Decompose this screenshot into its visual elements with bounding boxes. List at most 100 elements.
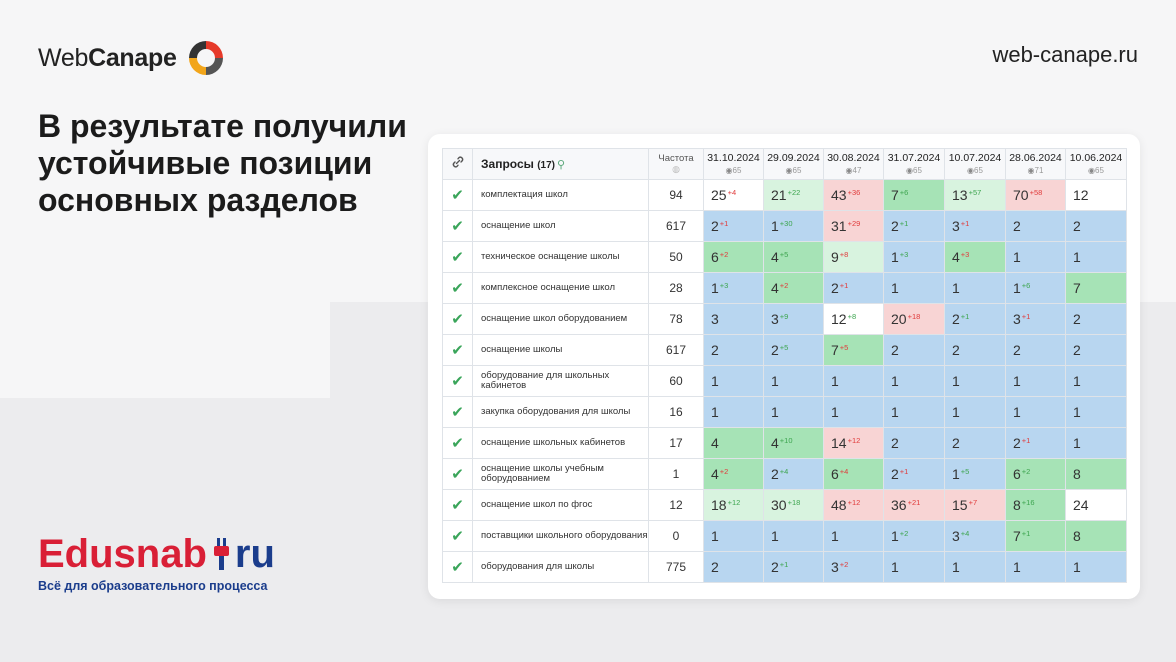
site-url[interactable]: web-canape.ru <box>992 42 1138 67</box>
position-cell[interactable]: 1+5 <box>944 458 1006 490</box>
position-cell[interactable]: 4+2 <box>763 272 824 304</box>
position-cell[interactable]: 1 <box>883 365 945 397</box>
position-cell[interactable]: 13+57 <box>944 179 1006 211</box>
query-cell[interactable]: оснащение школы учебным оборудованием <box>472 458 649 490</box>
table-row[interactable]: ✔ оборудования для школы 775 2 2+1 3+2 1 1 1 1 <box>442 551 1127 583</box>
position-cell[interactable]: 1+3 <box>883 241 945 273</box>
query-cell[interactable]: оснащение школ <box>472 210 649 242</box>
table-row[interactable]: ✔ оборудование для школьных кабинетов 60 1 1… <box>442 365 1127 397</box>
checkmark-icon[interactable]: ✔ <box>442 241 473 273</box>
query-cell[interactable]: закупка оборудования для школы <box>472 396 649 428</box>
checkmark-icon[interactable]: ✔ <box>442 520 473 552</box>
checkmark-icon[interactable]: ✔ <box>442 427 473 459</box>
position-cell[interactable]: 2 <box>944 427 1006 459</box>
position-cell[interactable]: 1 <box>703 396 764 428</box>
position-cell[interactable]: 12 <box>1065 179 1127 211</box>
position-cell[interactable]: 3+1 <box>944 210 1006 242</box>
position-cell[interactable]: 1 <box>763 396 824 428</box>
position-cell[interactable]: 48+12 <box>823 489 884 521</box>
table-row[interactable]: ✔ комплексное оснащение школ 28 1+3 4+2 2+1 1 1… <box>442 272 1127 304</box>
table-row[interactable]: ✔ комплектация школ 94 25+4 21+22 43+36 7+6 13+… <box>442 179 1127 211</box>
position-cell[interactable]: 1+2 <box>883 520 945 552</box>
position-cell[interactable]: 1+30 <box>763 210 824 242</box>
position-cell[interactable]: 2+1 <box>883 210 945 242</box>
position-cell[interactable]: 1 <box>1065 365 1127 397</box>
position-cell[interactable]: 20+18 <box>883 303 945 335</box>
position-cell[interactable]: 3+4 <box>944 520 1006 552</box>
position-cell[interactable]: 4+3 <box>944 241 1006 273</box>
position-cell[interactable]: 4+10 <box>763 427 824 459</box>
date-column-header[interactable]: 28.06.2024 ◉71 <box>1005 148 1066 180</box>
checkmark-icon[interactable]: ✔ <box>442 272 473 304</box>
position-cell[interactable]: 1 <box>823 396 884 428</box>
position-cell[interactable]: 1 <box>823 520 884 552</box>
position-cell[interactable]: 9+8 <box>823 241 884 273</box>
position-cell[interactable]: 1 <box>883 551 945 583</box>
position-cell[interactable]: 2+1 <box>1005 427 1066 459</box>
date-column-header[interactable]: 31.07.2024 ◉65 <box>883 148 945 180</box>
position-cell[interactable]: 6+2 <box>1005 458 1066 490</box>
position-cell[interactable]: 1+6 <box>1005 272 1066 304</box>
table-row[interactable]: ✔ оснащение школы 617 2 2+5 7+5 2 2 2 2 <box>442 334 1127 366</box>
checkmark-icon[interactable]: ✔ <box>442 458 473 490</box>
webcanape-logo[interactable]: WebCanape <box>38 37 227 79</box>
position-cell[interactable]: 2 <box>703 334 764 366</box>
position-cell[interactable]: 7 <box>1065 272 1127 304</box>
position-cell[interactable]: 25+4 <box>703 179 764 211</box>
position-cell[interactable]: 2+5 <box>763 334 824 366</box>
checkmark-icon[interactable]: ✔ <box>442 179 473 211</box>
position-cell[interactable]: 2 <box>1005 334 1066 366</box>
position-cell[interactable]: 4+5 <box>763 241 824 273</box>
date-column-header[interactable]: 10.07.2024 ◉65 <box>944 148 1006 180</box>
query-cell[interactable]: оснащение школ оборудованием <box>472 303 649 335</box>
link-column-header[interactable] <box>442 148 473 180</box>
position-cell[interactable]: 7+6 <box>883 179 945 211</box>
position-cell[interactable]: 18+12 <box>703 489 764 521</box>
position-cell[interactable]: 1 <box>944 396 1006 428</box>
position-cell[interactable]: 7+1 <box>1005 520 1066 552</box>
position-cell[interactable]: 21+22 <box>763 179 824 211</box>
checkmark-icon[interactable]: ✔ <box>442 551 473 583</box>
query-cell[interactable]: комплексное оснащение школ <box>472 272 649 304</box>
position-cell[interactable]: 4+2 <box>703 458 764 490</box>
position-cell[interactable]: 1 <box>1005 396 1066 428</box>
position-cell[interactable]: 1 <box>703 365 764 397</box>
checkmark-icon[interactable]: ✔ <box>442 210 473 242</box>
position-cell[interactable]: 3+2 <box>823 551 884 583</box>
checkmark-icon[interactable]: ✔ <box>442 365 473 397</box>
table-row[interactable]: ✔ оснащение школ оборудованием 78 3 3+9 12+8 2… <box>442 303 1127 335</box>
position-cell[interactable]: 1 <box>1005 241 1066 273</box>
table-row[interactable]: ✔ поставщики школьного оборудования 0 1 1 1 1+… <box>442 520 1127 552</box>
position-cell[interactable]: 2+1 <box>703 210 764 242</box>
table-row[interactable]: ✔ закупка оборудования для школы 16 1 1 1 1 1 1 1 <box>442 396 1127 428</box>
table-row[interactable]: ✔ оснащение школы учебным оборудованием 1 4… <box>442 458 1127 490</box>
checkmark-icon[interactable]: ✔ <box>442 334 473 366</box>
position-cell[interactable]: 1 <box>944 272 1006 304</box>
position-cell[interactable]: 1 <box>944 551 1006 583</box>
position-cell[interactable]: 2 <box>883 427 945 459</box>
query-cell[interactable]: оснащение школьных кабинетов <box>472 427 649 459</box>
position-cell[interactable]: 1 <box>1065 551 1127 583</box>
date-column-header[interactable]: 10.06.2024 ◉65 <box>1065 148 1127 180</box>
position-cell[interactable]: 14+12 <box>823 427 884 459</box>
position-cell[interactable]: 2+4 <box>763 458 824 490</box>
position-cell[interactable]: 1 <box>763 365 824 397</box>
position-cell[interactable]: 8+16 <box>1005 489 1066 521</box>
position-cell[interactable]: 1 <box>703 520 764 552</box>
query-cell[interactable]: оснащение школ по фгос <box>472 489 649 521</box>
position-cell[interactable]: 2 <box>1005 210 1066 242</box>
query-cell[interactable]: оборудования для школы <box>472 551 649 583</box>
table-row[interactable]: ✔ оснащение школ 617 2+1 1+30 31+29 2+1 3+1 2 2 <box>442 210 1127 242</box>
checkmark-icon[interactable]: ✔ <box>442 396 473 428</box>
queries-column-header[interactable]: Запросы (17) ⚲ <box>472 148 649 180</box>
position-cell[interactable]: 2 <box>1065 334 1127 366</box>
query-cell[interactable]: оснащение школы <box>472 334 649 366</box>
position-cell[interactable]: 1 <box>1065 241 1127 273</box>
position-cell[interactable]: 2 <box>883 334 945 366</box>
position-cell[interactable]: 2 <box>1065 303 1127 335</box>
position-cell[interactable]: 8 <box>1065 458 1127 490</box>
search-icon[interactable]: ⚲ <box>557 159 566 171</box>
position-cell[interactable]: 3 <box>703 303 764 335</box>
position-cell[interactable]: 2+1 <box>823 272 884 304</box>
position-cell[interactable]: 3+9 <box>763 303 824 335</box>
